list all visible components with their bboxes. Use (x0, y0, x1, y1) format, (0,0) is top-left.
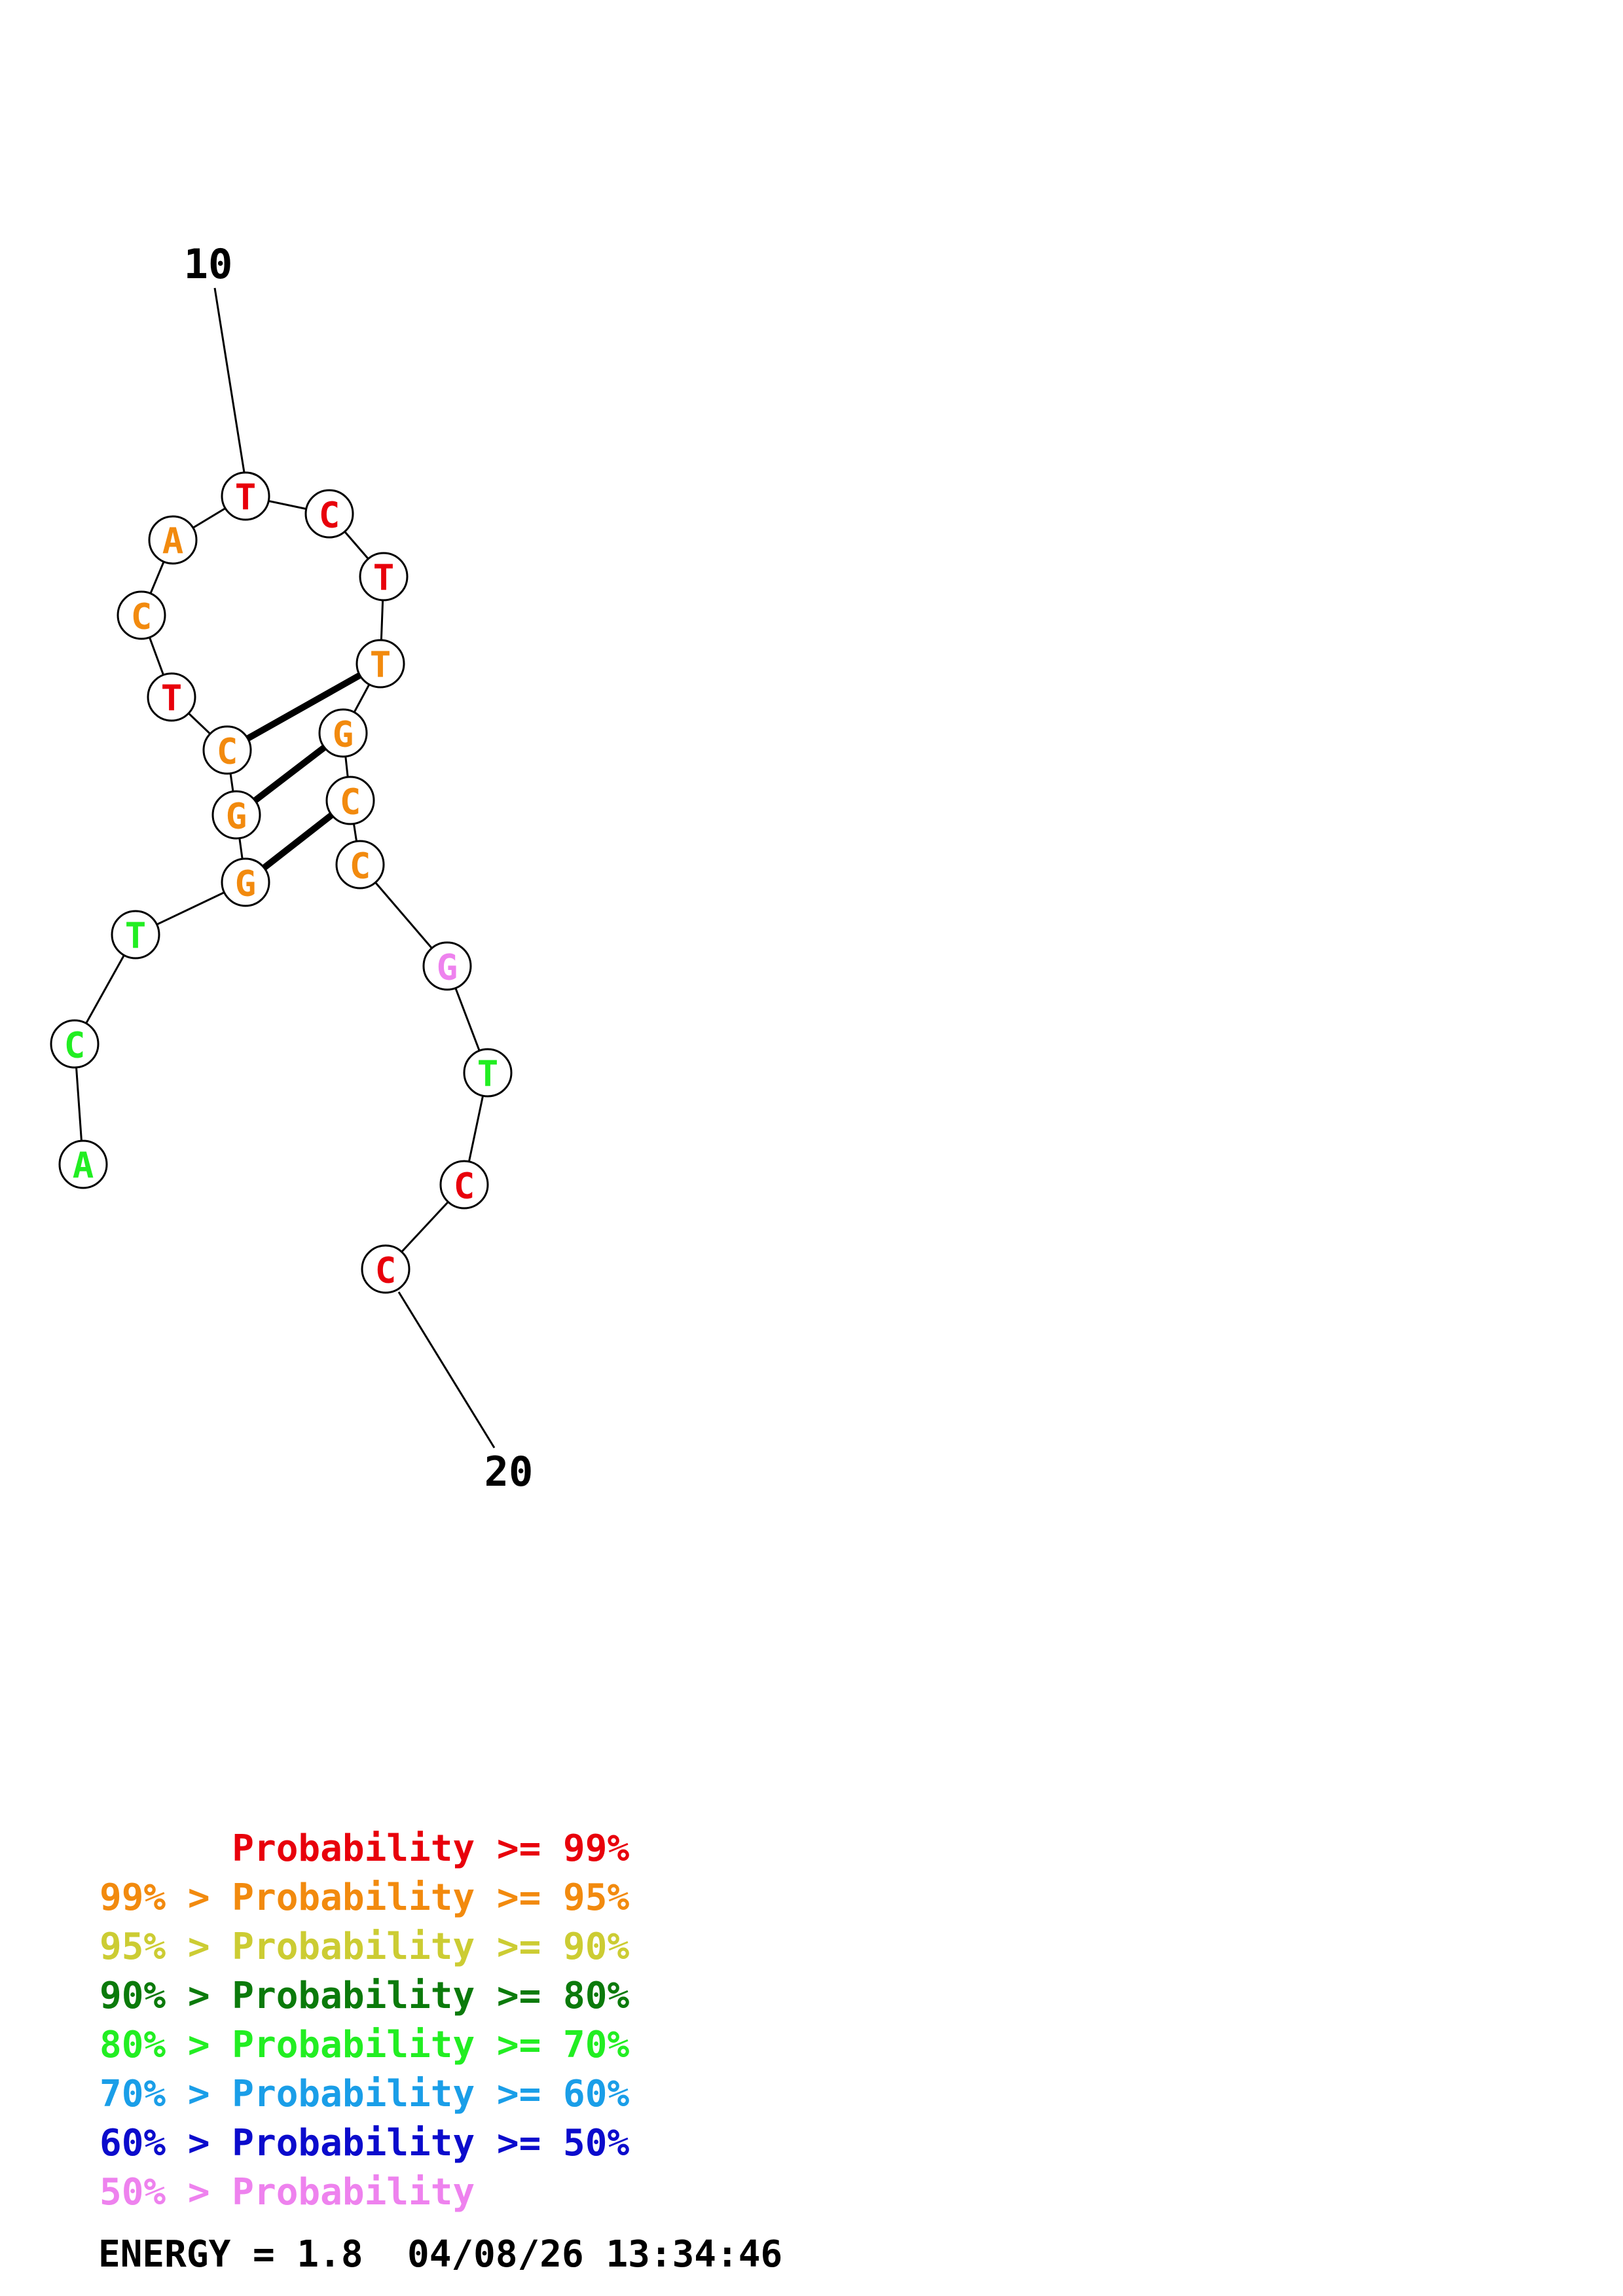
position-tick (213, 287, 246, 473)
nucleotide: G (221, 857, 270, 907)
nucleotide-circle (111, 910, 160, 960)
nucleotide: T (463, 1048, 513, 1098)
legend-line-2: 99% > Probability >= 95% (100, 1876, 629, 1919)
nucleotide-letter: C (217, 731, 238, 772)
nucleotide-letter: A (162, 521, 184, 562)
nucleotide: C (117, 590, 166, 640)
nucleotide: C (50, 1019, 100, 1069)
base-pair-bond (262, 812, 334, 870)
legend-line-6: 70% > Probability >= 60% (100, 2073, 629, 2115)
nucleotide-circle (359, 552, 409, 601)
nucleotide: A (58, 1139, 108, 1189)
nucleotide-letter: T (125, 916, 147, 957)
nucleotide-letter: C (340, 781, 361, 823)
nucleotide-circle (50, 1019, 100, 1069)
position-label-10: 10 (184, 240, 233, 288)
legend-line-1: Probability >= 99% (100, 1827, 629, 1870)
position-labels: 10 20 (184, 240, 534, 1496)
nucleotide: C (361, 1244, 410, 1294)
nucleotide: T (359, 552, 409, 601)
nucleotide-circle (361, 1244, 410, 1294)
nucleotide-circle (221, 471, 270, 521)
nucleotide-letter: T (370, 645, 392, 686)
nucleotide: C (202, 725, 252, 775)
nucleotide-circle (58, 1139, 108, 1189)
nucleotide: C (304, 489, 354, 539)
nucleotide-letter: T (477, 1054, 499, 1095)
nucleotide-circle (325, 776, 375, 825)
base-pair-bond (246, 672, 362, 742)
legend-line-3: 95% > Probability >= 90% (100, 1926, 629, 1968)
nucleotide-circle (356, 639, 405, 689)
nucleotide-letter: T (235, 477, 257, 518)
nucleotide-circle (422, 941, 472, 991)
legend-line-4: 90% > Probability >= 80% (100, 1975, 629, 2017)
nucleotide-letter: G (226, 796, 247, 837)
nucleotide-circle (117, 590, 166, 640)
nucleotide-letter: G (437, 947, 458, 988)
position-tick (397, 1291, 496, 1448)
nucleotide-circle (147, 672, 196, 722)
nucleotide-circle (202, 725, 252, 775)
nucleotide-letter: C (454, 1166, 475, 1207)
nucleotide-letter: C (131, 596, 153, 637)
energy-footer: ENERGY = 1.8 04/08/26 13:34:46 (98, 2233, 782, 2276)
nucleotide-circle (304, 489, 354, 539)
legend-line-5: 80% > Probability >= 70% (100, 2024, 629, 2066)
nucleotide-circle (335, 840, 385, 889)
nucleotide-letter: C (375, 1250, 397, 1291)
nucleotide: T (147, 672, 196, 722)
nucleotide: T (221, 471, 270, 521)
nucleotide: A (148, 515, 198, 565)
nucleotide-circle (439, 1160, 489, 1210)
position-label-20: 20 (484, 1448, 534, 1496)
nucleotide: G (318, 708, 368, 758)
nucleotide-letter: G (333, 714, 354, 755)
legend-line-8: 50% > Probability (100, 2171, 475, 2214)
nucleotide-letter: T (161, 678, 183, 719)
legend-line-7: 60% > Probability >= 50% (100, 2122, 629, 2164)
nucleotide-letter: A (73, 1145, 94, 1187)
nucleotide: C (335, 840, 385, 889)
nucleotide-circle (148, 515, 198, 565)
nucleotide-letter: G (235, 863, 257, 905)
nucleotide-letter: C (319, 495, 340, 536)
nucleotide: C (325, 776, 375, 825)
nucleotide-letter: C (350, 846, 371, 887)
nucleotide-letter: T (373, 558, 395, 599)
nucleotide: T (356, 639, 405, 689)
legend: Probability >= 99% 99% > Probability >= … (100, 1827, 629, 2214)
nucleotide: T (111, 910, 160, 960)
nucleotide-letter: C (64, 1025, 86, 1066)
base-pair-bond (253, 744, 327, 804)
nucleotide-circle (463, 1048, 513, 1098)
nucleotide-circle (221, 857, 270, 907)
base-pairs (246, 672, 362, 870)
nucleotide: C (439, 1160, 489, 1210)
nucleotide: G (211, 790, 261, 840)
nucleotide-circle (211, 790, 261, 840)
nucleotide-circle (318, 708, 368, 758)
nucleotide: G (422, 941, 472, 991)
